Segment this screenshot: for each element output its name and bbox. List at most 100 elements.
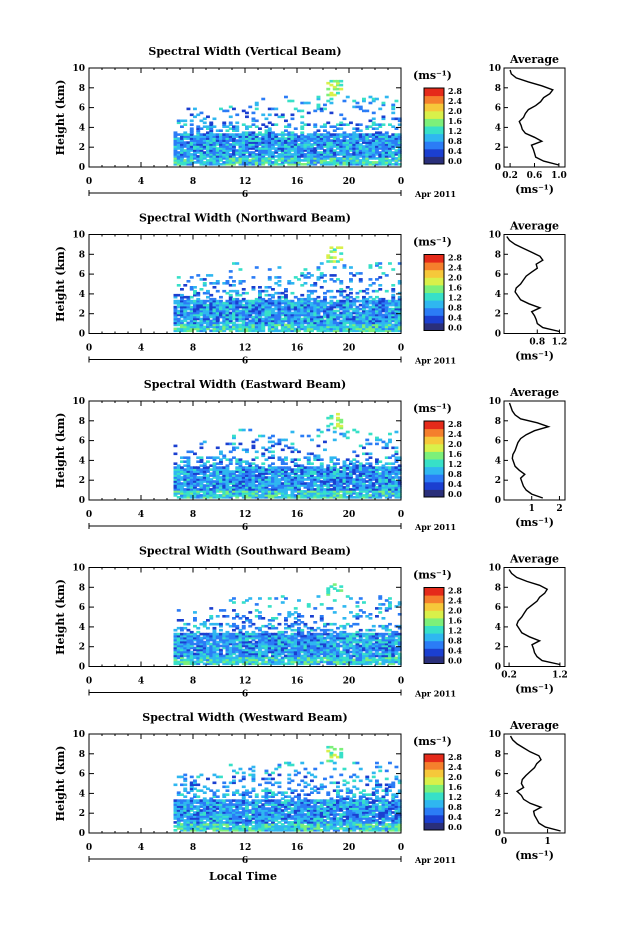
heatmap-cell [339,252,343,255]
profile-y-tick-label: 2 [495,143,501,153]
heatmap-cell [313,282,317,285]
heatmap-cell [180,288,184,291]
heatmap-cell [395,100,399,103]
heatmap-cell [255,120,259,123]
heatmap-cell [232,609,236,612]
heatmap-cell [261,453,265,456]
heatmap-cell [307,435,311,438]
heatmap-cell [326,429,330,432]
heatmap-cell [291,292,295,295]
colorbar-swatch [424,489,444,497]
heatmap-cell [196,627,200,630]
x-tick-label: 20 [343,344,356,354]
heatmap-cell [261,462,265,465]
heatmap-cell [333,439,337,442]
heatmap-cell [216,280,220,283]
heatmap-cell [271,451,275,454]
heatmap-cell [385,274,389,277]
heatmap-cell [336,462,340,465]
profile-line [510,403,549,498]
heatmap-cell [281,449,285,452]
heatmap-cell [317,266,321,269]
colorbar-swatch [424,103,444,111]
colorbar-tick-label: 2.8 [448,419,462,429]
heatmap-cell [333,256,337,259]
heatmap-cell [388,439,392,442]
colorbar-swatch [424,474,444,482]
heatmap-cell [196,274,200,277]
panel-title: Spectral Width (Eastward Beam) [144,378,346,391]
heatmap-cell [346,431,350,434]
x-tick-label: 0 [398,344,404,354]
heatmap-cell [391,288,395,291]
day-label: 6 [242,523,248,533]
heatmap-cell [232,443,236,446]
heatmap-cell [261,617,265,620]
heatmap-cell [235,125,239,128]
heatmap-cell [372,112,376,115]
heatmap-cell [300,435,304,438]
colorbar-tick-label: 0.4 [448,146,462,156]
profile-y-tick-label: 10 [488,64,501,74]
profile-y-tick-label: 8 [495,250,501,260]
y-tick-label: 6 [79,437,85,447]
y-tick-label: 10 [72,231,85,241]
heatmap-cell [287,123,291,126]
heatmap-cell [245,292,249,295]
colorbar-swatch [424,88,444,96]
heatmap-cell [271,462,275,465]
heatmap-cell [226,110,230,113]
heatmap-cell [242,429,246,432]
y-tick-label: 4 [79,456,85,466]
heatmap-cell [274,123,278,126]
heatmap-cell [391,284,395,287]
heatmap-cell [294,127,298,130]
heatmap-cell [339,88,343,91]
profile-x-label: (ms⁻¹) [515,516,554,529]
heatmap-cell [362,447,366,450]
heatmap-cell [219,129,223,132]
colorbar-tick-label: 2.4 [448,429,462,439]
heatmap-cell [297,451,301,454]
colorbar-swatch [424,285,444,293]
heatmap-cell [317,445,321,448]
heatmap-cell [229,116,233,119]
heatmap-cell [187,108,191,111]
heatmap-cell [349,288,353,291]
heatmap-cell [323,296,327,299]
heatmap-cell [291,114,295,117]
heatmap-cell [333,296,337,299]
heatmap-cell [326,88,330,91]
colorbar-tick-label: 0.0 [448,156,462,166]
heatmap-cell [226,280,230,283]
heatmap-cell [209,615,213,618]
heatmap-cell [349,122,353,125]
colorbar-tick-label: 2.0 [448,273,462,283]
colorbar-swatch [424,429,444,437]
x-tick-label: 0 [86,344,92,354]
colorbar-tick-label: 2.8 [448,253,462,263]
y-tick-label: 0 [79,163,85,173]
heatmap-cell [261,114,265,117]
y-tick-label: 8 [79,417,85,427]
heatmap-cell [252,445,256,448]
heatmap-cell [193,286,197,289]
heatmap-cell [339,80,343,83]
heatmap-cell [190,123,194,126]
heatmap-cell [369,443,373,446]
heatmap-cell [177,609,181,612]
heatmap-cell [239,268,243,271]
heatmap-cell [385,290,389,293]
x-tick-label: 16 [291,344,304,354]
heatmap-cell [365,110,369,113]
heatmap-cell [359,272,363,275]
heatmap-cell [320,462,324,465]
heatmap-cell [219,296,223,299]
heatmap-cell [339,419,343,422]
profile-y-tick-label: 4 [495,290,501,300]
heatmap-cell [229,270,233,273]
heatmap-cell [248,429,252,432]
heatmap-cell [255,439,259,442]
profile-line [510,70,559,165]
profile-y-tick-label: 10 [488,397,501,407]
